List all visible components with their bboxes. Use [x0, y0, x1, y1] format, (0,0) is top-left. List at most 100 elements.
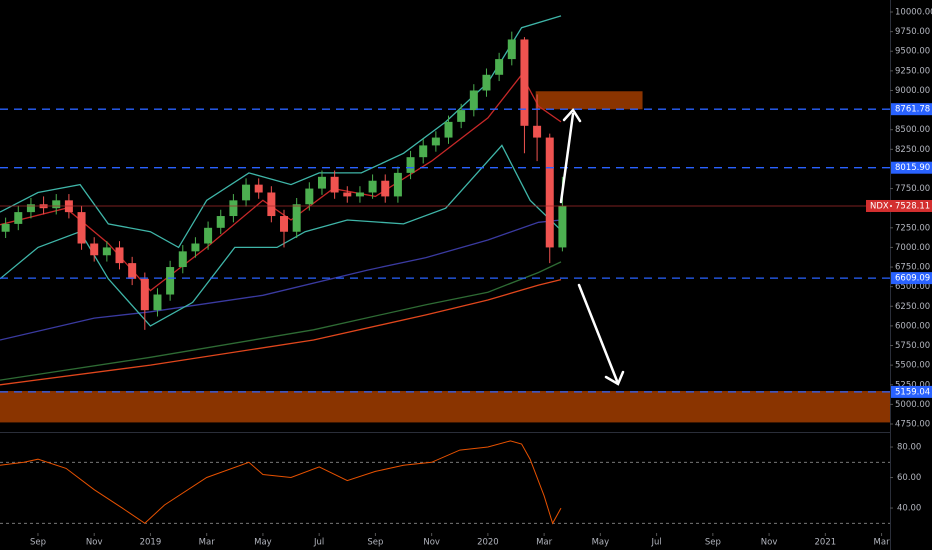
arrow-down: [577, 283, 619, 383]
candle-body: [52, 200, 61, 209]
zone: [0, 391, 890, 423]
candle-body: [393, 172, 402, 197]
overlay-line: [0, 73, 562, 292]
candle-body: [469, 90, 478, 111]
level-label: 6609.09: [895, 274, 930, 284]
separator-dot: [890, 204, 892, 207]
arrow-up-head: [562, 107, 582, 123]
candle-body: [77, 212, 86, 244]
y-tick-label: 9250.00: [895, 66, 930, 76]
y-tick-label: 6000.00: [895, 321, 930, 331]
y-tick-label: 7250.00: [895, 223, 930, 233]
x-tick-label: Jul: [313, 538, 324, 548]
level-tag: [891, 161, 932, 174]
y-tick-label: 7000.00: [895, 243, 930, 253]
candle-body: [216, 216, 225, 228]
last-price-tag: [866, 199, 932, 212]
candle-body: [90, 243, 99, 256]
arrow-down-head: [604, 370, 625, 386]
overlay-line: [0, 219, 562, 341]
y-tick-label: 10000.00: [895, 8, 932, 18]
candle-body: [431, 137, 440, 146]
candle-body: [330, 176, 339, 193]
y-tick-label: 6750.00: [895, 263, 930, 273]
candle-body: [406, 157, 415, 173]
y-tick-label: 9000.00: [895, 86, 930, 96]
candle-body: [368, 180, 377, 193]
candle-body: [115, 247, 124, 264]
arrows: [559, 107, 625, 386]
candle-body: [254, 184, 263, 193]
x-tick-label: 2021: [815, 538, 837, 548]
y-tick-label: 4750.00: [895, 419, 930, 429]
x-tick-label: 2020: [477, 538, 499, 548]
candle-body: [558, 205, 567, 248]
candle-body: [482, 74, 491, 91]
candle-body: [153, 294, 162, 311]
y-tick-label: 5000.00: [895, 400, 930, 410]
rsi-line: [0, 440, 562, 525]
y-tick-label: 40.00: [897, 504, 921, 514]
candle-body: [102, 247, 111, 256]
candle-body: [317, 176, 326, 189]
candle-body: [204, 227, 213, 244]
y-tick-label: 5750.00: [895, 341, 930, 351]
candle-body: [457, 110, 466, 122]
y-tick-label: 9500.00: [895, 47, 930, 57]
y-tick-label: 80.00: [897, 443, 921, 453]
candle-body: [128, 263, 137, 279]
y-tick-label: 6500.00: [895, 282, 930, 292]
plot: 10000.00 9750.00 9500.00 9250.00 9000.00 8500…: [0, 8, 932, 548]
candle-body: [444, 121, 453, 138]
candle-body: [305, 188, 314, 205]
candle-body: [178, 251, 187, 268]
x-tick-label: May: [592, 538, 610, 548]
overlay-line: [0, 261, 562, 381]
level-label: 8761.78: [895, 105, 930, 115]
candle-body: [166, 267, 175, 295]
candle-body: [1, 223, 10, 232]
candle-body: [140, 278, 149, 311]
last-price-label: 7528.11: [895, 201, 930, 211]
candle-body: [343, 192, 352, 197]
x-tick-label: May: [254, 538, 272, 548]
x-tick-label: Nov: [423, 538, 440, 548]
candle-body: [520, 39, 529, 126]
candle-body: [280, 216, 289, 232]
level-tag: [891, 385, 932, 398]
x-tick-label: Sep: [705, 538, 721, 548]
candle-body: [14, 212, 23, 224]
candle-body: [292, 204, 301, 232]
y-tick-label: 8250.00: [895, 145, 930, 155]
y-tick-label: 6250.00: [895, 302, 930, 312]
x-tick-label: Sep: [30, 538, 46, 548]
overlay-line: [0, 15, 562, 249]
candle-body: [495, 59, 504, 75]
candle-body: [26, 204, 35, 213]
level-label: 5159.04: [895, 387, 930, 397]
x-tick-label: Mar: [199, 538, 216, 548]
symbol-label: NDX: [870, 201, 889, 211]
x-tick-label: Mar: [536, 538, 553, 548]
candle-body: [229, 200, 238, 217]
candle-body: [242, 184, 251, 201]
candle-body: [191, 243, 200, 252]
candle-body: [355, 192, 364, 197]
level-label: 8015.90: [895, 163, 930, 173]
y-tick-label: 8500.00: [895, 125, 930, 135]
candle-body: [419, 145, 428, 158]
x-tick-label: Sep: [367, 538, 383, 548]
x-tick-label: Jul: [650, 538, 661, 548]
arrow-up: [559, 112, 575, 204]
candle-body: [533, 125, 542, 138]
level-tag: [891, 103, 932, 116]
candle-body: [545, 137, 554, 248]
x-tick-label: 2019: [140, 538, 162, 548]
zone: [535, 91, 643, 110]
x-tick-label: Mar: [874, 538, 891, 548]
level-tag: [891, 272, 932, 285]
y-tick-label: 60.00: [897, 473, 921, 483]
overlay-line: [0, 278, 562, 386]
